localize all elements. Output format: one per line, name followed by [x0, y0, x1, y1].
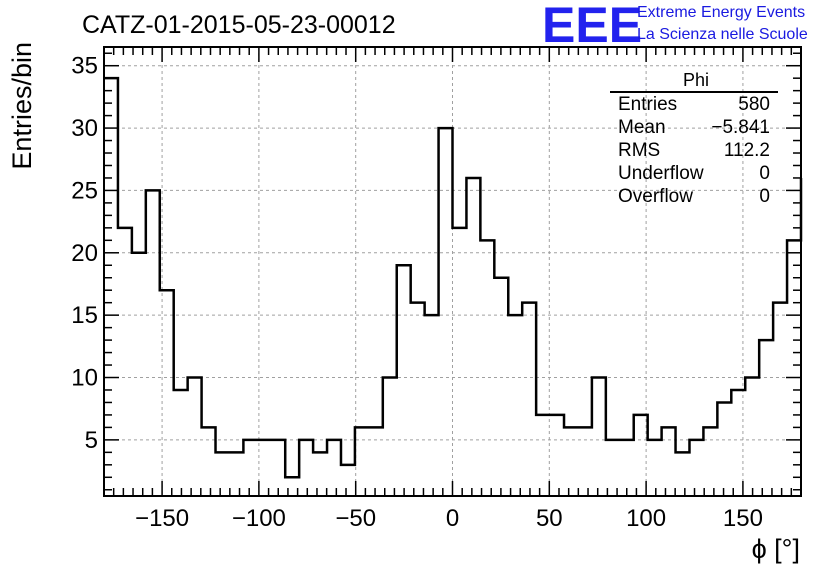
stats-mean-label: Mean [618, 117, 666, 138]
x-tick-label-4: 50 [536, 505, 563, 532]
y-tick-label-6: 35 [71, 53, 98, 80]
logo-line-2: La Scienza nelle Scuole [637, 26, 808, 43]
y-tick-label-4: 25 [71, 177, 98, 204]
y-axis-label: Entries/bin [7, 42, 37, 170]
histogram-series [104, 76, 803, 479]
stats-entries-value: 580 [738, 94, 770, 115]
logo-line-1: Extreme Energy Events [637, 4, 805, 21]
x-tick-label-3: 0 [446, 505, 459, 532]
x-axis-label: ϕ [°] [752, 534, 800, 564]
stats-mean-value: −5.841 [711, 117, 770, 138]
stats-rms-label: RMS [618, 140, 660, 161]
stats-entries-label: Entries [618, 94, 677, 115]
stats-underflow-label: Underflow [618, 163, 704, 184]
y-tick-label-0: 5 [85, 427, 98, 454]
x-tick-label-1: −100 [232, 505, 286, 532]
y-tick-label-1: 10 [71, 365, 98, 392]
x-tick-label-6: 150 [723, 505, 763, 532]
logo-mark: EEE [542, 0, 642, 53]
chart-title: CATZ-01-2015-05-23-00012 [82, 11, 396, 39]
stats-rms-value: 112.2 [724, 140, 770, 161]
eee-logo: EEE Extreme Energy Events La Scienza nel… [542, 0, 808, 53]
y-tick-labels: 5 10 15 20 25 30 35 [71, 53, 98, 454]
stats-box-title: Phi [683, 70, 709, 90]
y-tick-label-3: 20 [71, 240, 98, 267]
y-tick-label-5: 30 [71, 115, 98, 142]
stats-overflow-label: Overflow [618, 186, 693, 207]
x-tick-label-0: −150 [135, 505, 189, 532]
stats-overflow-value: 0 [759, 186, 770, 207]
x-tick-label-2: −50 [335, 505, 376, 532]
stats-box: Phi Entries 580 Mean −5.841 RMS 112.2 Un… [610, 70, 778, 207]
axis-ticks [104, 47, 801, 496]
y-tick-label-2: 15 [71, 302, 98, 329]
stats-underflow-value: 0 [759, 163, 770, 184]
x-tick-labels: −150 −100 −50 0 50 100 150 [135, 505, 763, 532]
x-tick-label-5: 100 [626, 505, 666, 532]
